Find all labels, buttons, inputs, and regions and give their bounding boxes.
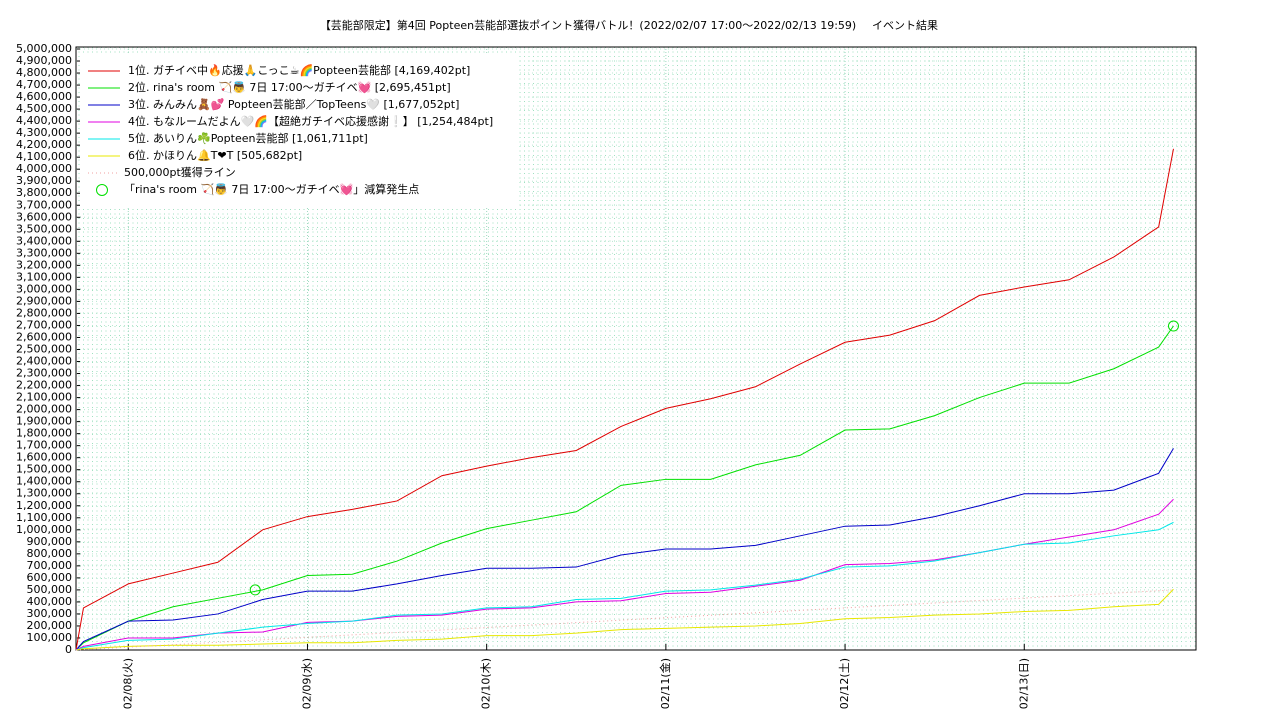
y-tick-label: 0 [65,643,72,656]
y-tick-label: 2,200,000 [16,379,72,392]
legend-label: 4位. もなルームだよん🤍🌈【超絶ガチイベ応援感謝❕】 [1,254,484pt… [128,114,493,128]
y-tick-label: 3,500,000 [16,222,72,235]
y-tick-label: 3,000,000 [16,282,72,295]
y-tick-label: 4,700,000 [16,78,72,91]
x-tick-label: 02/11(金) [658,658,672,709]
y-tick-label: 2,900,000 [16,294,72,307]
y-tick-label: 3,400,000 [16,234,72,247]
y-tick-label: 4,000,000 [16,162,72,175]
y-tick-label: 1,300,000 [16,487,72,500]
series-line [75,325,1174,651]
y-tick-label: 300,000 [27,607,73,620]
y-tick-label: 1,500,000 [16,463,72,476]
y-tick-label: 4,900,000 [16,54,72,67]
legend-box [80,55,518,207]
y-tick-label: 1,400,000 [16,475,72,488]
y-tick-label: 200,000 [27,619,73,632]
y-tick-label: 900,000 [27,535,73,548]
y-tick-label: 4,500,000 [16,102,72,115]
legend-label: 1位. ガチイベ中🔥応援🙏こっこ☕🌈Popteen芸能部 [4,169,402p… [128,63,470,77]
marker [1167,320,1179,332]
legend-label: 2位. rina's room 🏹👼 7日 17:00〜ガチイベ💓 [2,695… [128,80,451,94]
x-tick-label: 02/12(土) [838,658,851,709]
y-tick-label: 1,800,000 [16,427,72,440]
y-tick-label: 2,600,000 [16,330,72,343]
y-tick-label: 100,000 [27,631,73,644]
y-tick-label: 1,600,000 [16,451,72,464]
x-tick-label: 02/10(木) [480,658,493,709]
y-tick-label: 3,600,000 [16,210,72,223]
y-tick-label: 3,900,000 [16,174,72,187]
y-tick-label: 3,100,000 [16,270,72,283]
y-tick-label: 4,400,000 [16,114,72,127]
series-line [75,448,1174,651]
y-tick-label: 1,000,000 [16,523,72,536]
y-tick-label: 3,200,000 [16,258,72,271]
y-tick-label: 2,400,000 [16,355,72,368]
y-tick-label: 4,100,000 [16,150,72,163]
y-tick-label: 1,200,000 [16,499,72,512]
y-tick-label: 4,800,000 [16,66,72,79]
y-tick-label: 400,000 [27,595,73,608]
legend-label: 「rina's room 🏹👼 7日 17:00〜ガチイベ💓」減算発生点 [124,182,419,196]
legend-label: 3位. みんみん🧸💕 Popteen芸能部／TopTeens🤍 [1,677,0… [128,97,459,111]
y-tick-label: 1,900,000 [16,415,72,428]
legend-label: 500,000pt獲得ライン [124,166,236,179]
marker [249,584,261,596]
y-tick-label: 4,600,000 [16,90,72,103]
series-line [75,148,1174,651]
y-tick-label: 4,300,000 [16,126,72,139]
y-tick-label: 3,800,000 [16,186,72,199]
y-tick-label: 1,100,000 [16,511,72,524]
y-tick-label: 800,000 [27,547,73,560]
legend-label: 5位. あいりん☘️Popteen芸能部 [1,061,711pt] [128,131,368,145]
y-tick-label: 700,000 [27,559,73,572]
chart-title: 【芸能部限定】第4回 Popteen芸能部選抜ポイント獲得バトル！(2022/0… [320,18,856,32]
y-tick-label: 2,800,000 [16,306,72,319]
plot-border [75,46,1197,651]
x-tick-label: 02/13(日) [1017,658,1030,709]
series-line [75,521,1174,651]
y-tick-label: 3,300,000 [16,246,72,259]
y-tick-label: 2,000,000 [16,403,72,416]
chart-subtitle: イベント結果 [872,18,938,32]
series-line [75,588,1174,651]
y-tick-label: 3,700,000 [16,198,72,211]
x-tick-label: 02/09(水) [300,658,313,709]
y-tick-label: 2,100,000 [16,391,72,404]
y-tick-label: 2,300,000 [16,367,72,380]
y-tick-label: 2,700,000 [16,318,72,331]
x-tick-label: 02/08(火) [121,658,134,709]
y-tick-label: 4,200,000 [16,138,72,151]
legend-label: 6位. かほりん🔔T❤T [505,682pt] [128,148,302,162]
legend-marker [96,184,108,196]
y-tick-label: 600,000 [27,571,73,584]
y-tick-label: 5,000,000 [16,42,72,55]
y-tick-label: 2,500,000 [16,343,72,356]
y-tick-label: 1,700,000 [16,439,72,452]
y-tick-label: 500,000 [27,583,73,596]
